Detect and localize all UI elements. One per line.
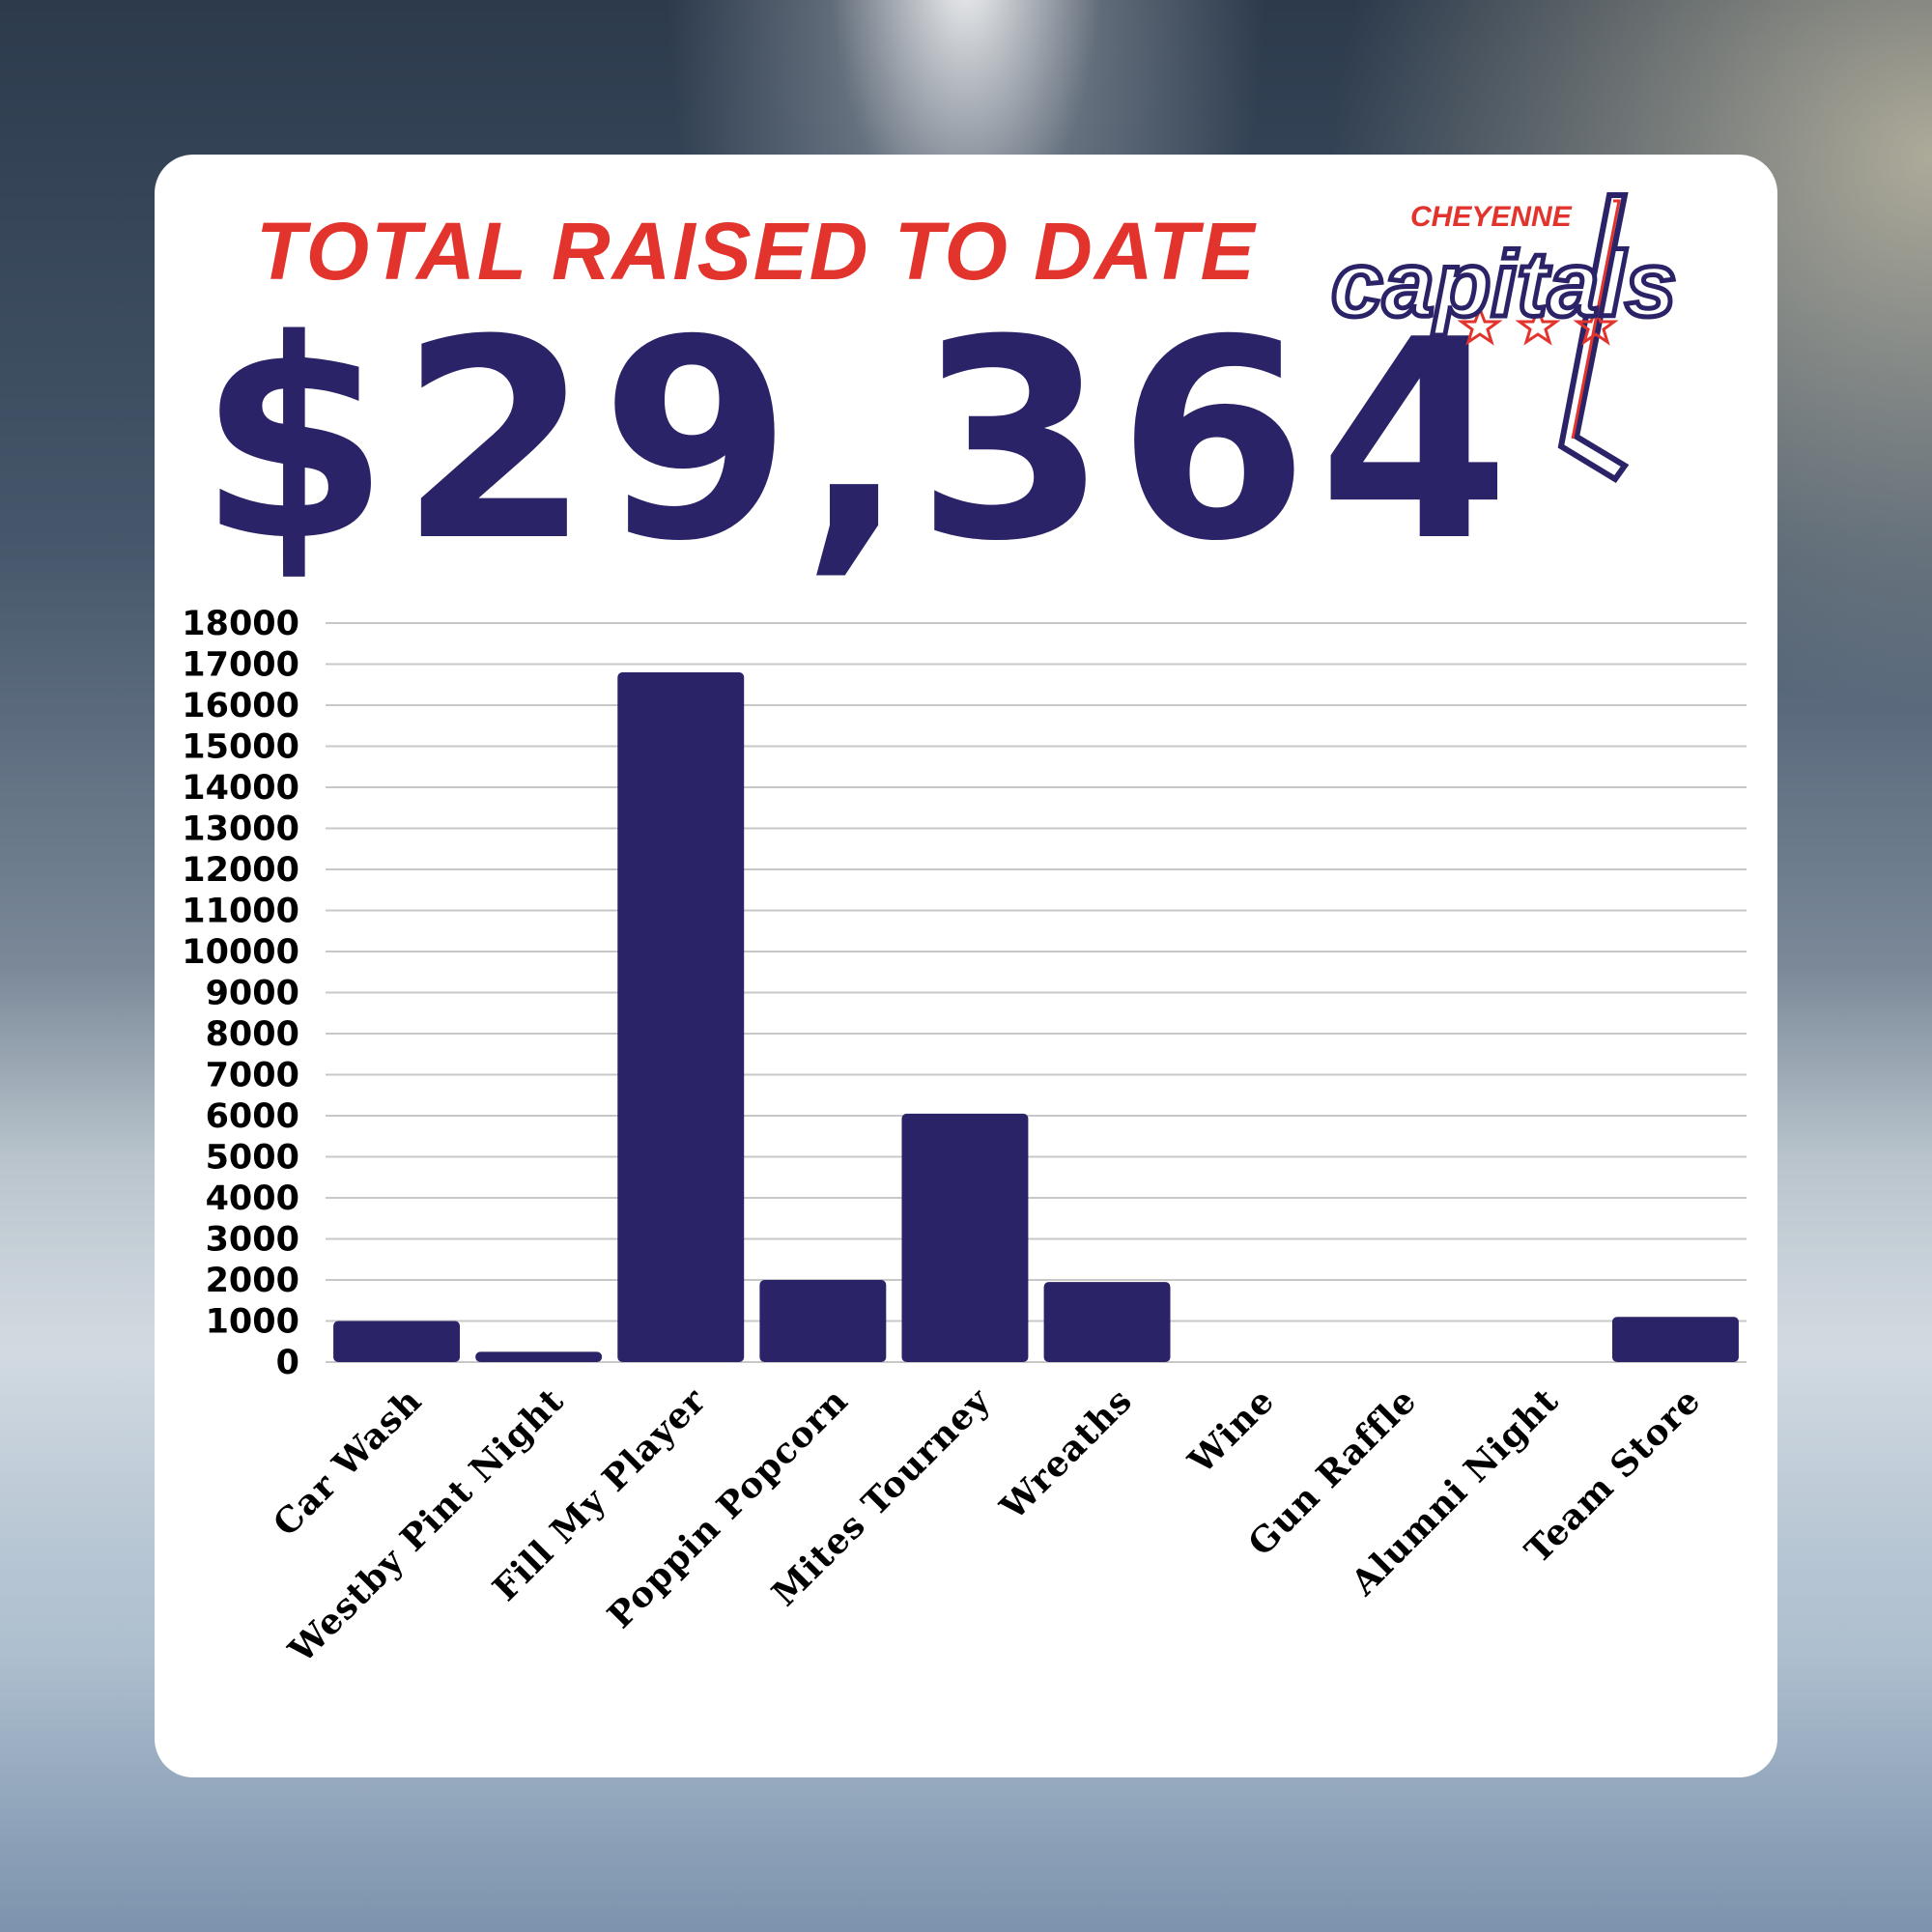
logo-wordmark: capitals — [1329, 231, 1680, 339]
y-tick-label: 11000 — [182, 893, 299, 931]
x-tick-label: Wreaths — [992, 1380, 1141, 1529]
y-tick-label: 0 — [276, 1344, 299, 1382]
y-tick-label: 16000 — [182, 687, 299, 725]
x-tick-label: Poppin Popcorn — [600, 1380, 856, 1636]
headline: TOTAL RAISED TO DATE — [256, 206, 1257, 297]
y-tick-label: 1000 — [206, 1303, 299, 1342]
bar — [759, 1280, 887, 1362]
y-tick-label: 3000 — [206, 1221, 299, 1260]
logo-city-text: CHEYENNE — [1410, 201, 1572, 233]
y-tick-label: 17000 — [182, 646, 299, 685]
bar — [1611, 1317, 1739, 1362]
y-axis-ticks: 0100020003000400050006000700080009000100… — [182, 605, 299, 1382]
team-logo: CHEYENNE capitals — [1323, 184, 1748, 483]
y-tick-label: 12000 — [182, 851, 299, 890]
y-tick-label: 13000 — [182, 810, 299, 849]
bar — [475, 1351, 603, 1362]
x-tick-label: Wine — [1180, 1380, 1283, 1483]
bar — [617, 672, 745, 1362]
y-tick-label: 5000 — [206, 1139, 299, 1178]
total-amount: $29,364 — [198, 281, 1520, 602]
y-tick-label: 7000 — [206, 1057, 299, 1095]
y-tick-label: 10000 — [182, 933, 299, 972]
bars — [333, 672, 1739, 1362]
x-tick-label: Westby Pint Night — [280, 1380, 572, 1672]
y-tick-label: 15000 — [182, 728, 299, 767]
fundraising-card — [155, 155, 1777, 1777]
grid-lines — [326, 622, 1747, 1363]
y-tick-label: 14000 — [182, 769, 299, 808]
y-tick-label: 18000 — [182, 605, 299, 643]
bar — [333, 1321, 461, 1362]
y-tick-label: 4000 — [206, 1179, 299, 1218]
bar — [901, 1113, 1029, 1362]
bar — [1043, 1282, 1171, 1362]
hockey-stick-icon — [1457, 192, 1630, 483]
y-tick-label: 6000 — [206, 1097, 299, 1136]
y-tick-label: 8000 — [206, 1015, 299, 1054]
y-tick-label: 2000 — [206, 1262, 299, 1300]
y-tick-label: 9000 — [206, 975, 299, 1013]
